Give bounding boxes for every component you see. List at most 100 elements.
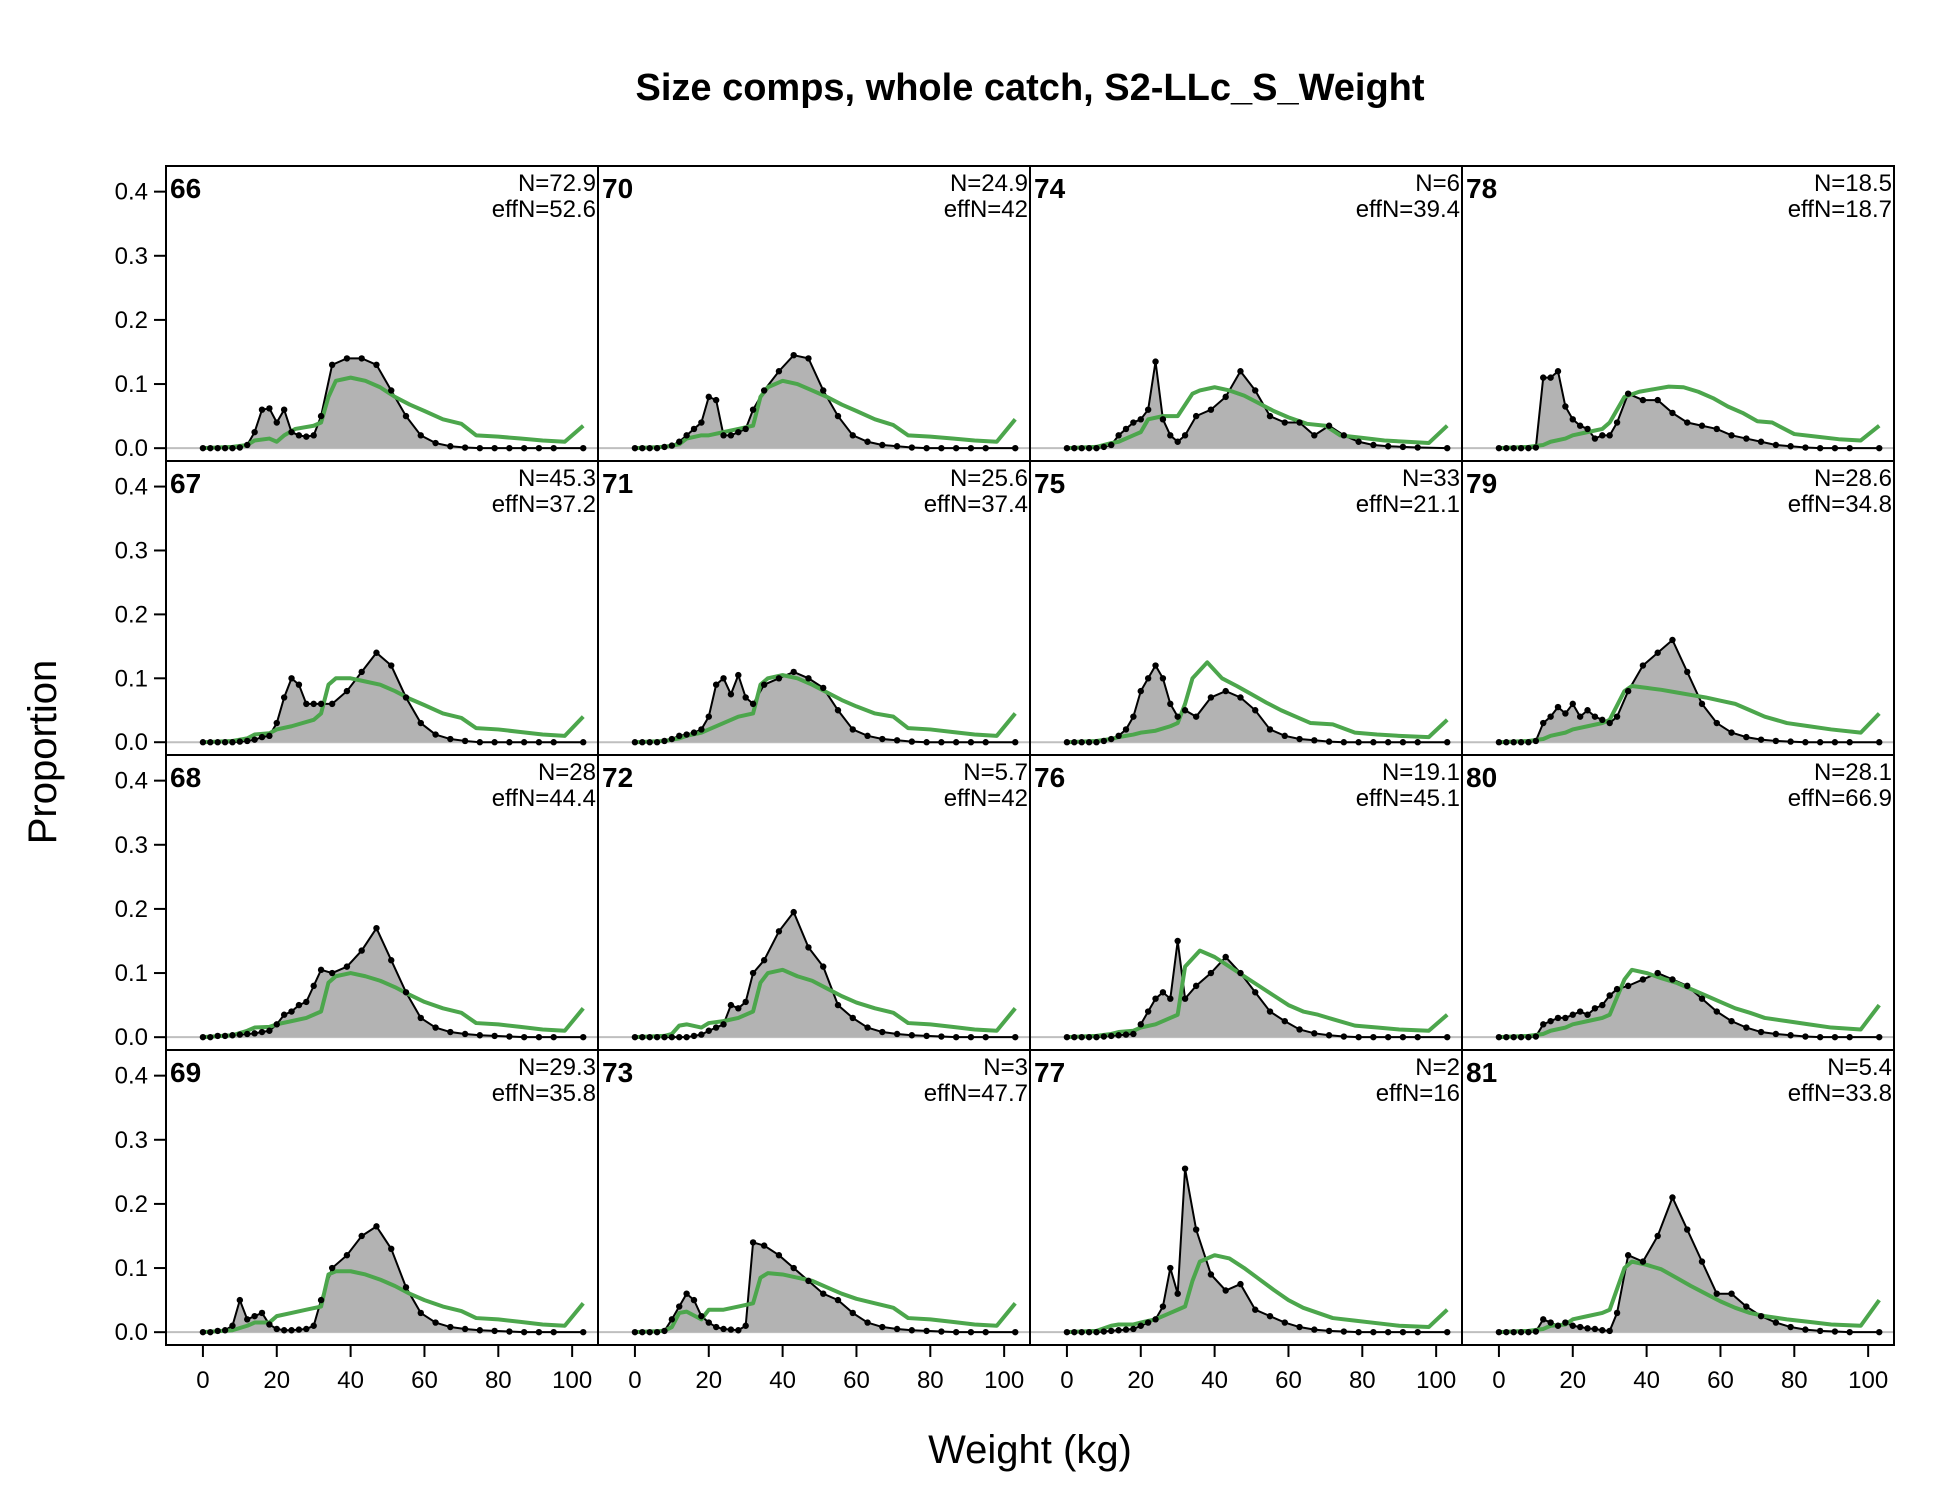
observed-point	[580, 739, 587, 746]
observed-point	[251, 1312, 258, 1320]
observed-point	[1100, 1033, 1108, 1040]
observed-point	[1130, 1030, 1137, 1038]
observed-point	[1144, 406, 1152, 413]
x-tick-label: 80	[1349, 1367, 1376, 1394]
observed-point	[491, 444, 498, 452]
observed-point	[229, 739, 236, 746]
observed-point	[1525, 1328, 1532, 1336]
observed-point	[805, 944, 812, 951]
observed-point	[668, 1033, 676, 1041]
observed-point	[1606, 992, 1613, 999]
observed-point	[1355, 1328, 1362, 1336]
panel-year-label: 69	[170, 1057, 201, 1088]
observed-point	[1787, 443, 1794, 450]
observed-point	[402, 694, 410, 701]
observed-line	[202, 651, 584, 744]
observed-point	[1684, 982, 1691, 990]
panel-n-label: N=29.3	[518, 1054, 596, 1081]
observed-point	[1252, 1306, 1259, 1313]
panel-effn-label: effN=42	[944, 196, 1028, 223]
observed-point	[646, 444, 653, 452]
observed-point	[1093, 1328, 1100, 1336]
observed-point	[388, 957, 395, 964]
panel-n-label: N=28.6	[1814, 465, 1892, 492]
y-tick-label: 0.1	[115, 371, 148, 398]
observed-point	[1576, 422, 1584, 429]
observed-point	[834, 1296, 842, 1304]
observed-point	[908, 444, 916, 451]
observed-point	[1340, 739, 1348, 746]
observed-point	[690, 729, 698, 736]
observed-point	[1130, 713, 1137, 720]
observed-point	[295, 1001, 303, 1009]
x-tick-label: 0	[1060, 1367, 1073, 1394]
observed-point	[520, 739, 528, 746]
observed-point	[952, 1328, 960, 1336]
expected-line	[1066, 1253, 1449, 1335]
observed-area	[1066, 361, 1448, 449]
observed-point	[1296, 735, 1303, 743]
observed-point	[1159, 1303, 1167, 1310]
x-tick-label: 40	[769, 1367, 796, 1394]
x-axis-group: 0 20 40 60 80 100 0 20 40 60 80 100 0 20 40 60 80 100 0 20 4…	[196, 1345, 1888, 1394]
observed-point	[1613, 419, 1621, 426]
observed-point	[1252, 707, 1259, 714]
observed-point	[280, 694, 288, 701]
observed-point	[328, 969, 336, 977]
observed-point	[310, 432, 317, 439]
observed-point	[1876, 739, 1883, 746]
observed-point	[317, 700, 325, 708]
observed-point	[1743, 733, 1750, 741]
observed-point	[1495, 1328, 1503, 1336]
observed-point	[491, 1327, 498, 1335]
observed-point	[1510, 1033, 1517, 1041]
observed-point	[1591, 713, 1599, 720]
observed-point	[1613, 713, 1621, 720]
observed-point	[461, 1325, 469, 1333]
observed-line	[1498, 369, 1880, 450]
observed-point	[749, 700, 757, 708]
observed-point	[1222, 1287, 1229, 1294]
observed-point	[1757, 438, 1765, 445]
observed-line	[202, 926, 584, 1039]
panel-n-label: N=5.7	[963, 759, 1028, 786]
observed-point	[893, 443, 901, 450]
observed-point	[491, 1032, 498, 1040]
observed-point	[1137, 687, 1144, 695]
observed-point	[1876, 1328, 1883, 1336]
observed-point	[1517, 739, 1525, 746]
x-tick-label: 60	[411, 1367, 438, 1394]
observed-point	[317, 966, 325, 974]
observed-point	[1591, 1325, 1599, 1333]
observed-point	[893, 1325, 901, 1333]
observed-point	[258, 406, 266, 413]
y-tick-label: 0.0	[115, 435, 148, 462]
observed-point	[1816, 1033, 1824, 1041]
observed-point	[879, 735, 886, 743]
observed-point	[1222, 953, 1229, 961]
observed-point	[280, 1327, 288, 1334]
observed-point	[1654, 396, 1661, 404]
observed-point	[1591, 1005, 1599, 1012]
observed-point	[432, 1319, 439, 1326]
observed-point	[1831, 444, 1839, 452]
panel-effn-label: effN=16	[1376, 1080, 1460, 1107]
observed-point	[1012, 1328, 1019, 1336]
x-tick-label: 20	[263, 1367, 290, 1394]
expected-line	[202, 375, 585, 451]
observed-point	[1713, 1008, 1720, 1015]
observed-point	[864, 1024, 871, 1031]
observed-point	[221, 1032, 229, 1040]
observed-point	[1728, 729, 1735, 736]
observed-point	[1510, 444, 1517, 452]
observed-point	[879, 1323, 886, 1331]
observed-point	[720, 1325, 727, 1333]
observed-point	[1510, 739, 1517, 746]
observed-point	[1569, 416, 1576, 423]
observed-point	[1266, 726, 1274, 733]
observed-point	[923, 739, 930, 746]
observed-point	[1137, 1021, 1144, 1028]
